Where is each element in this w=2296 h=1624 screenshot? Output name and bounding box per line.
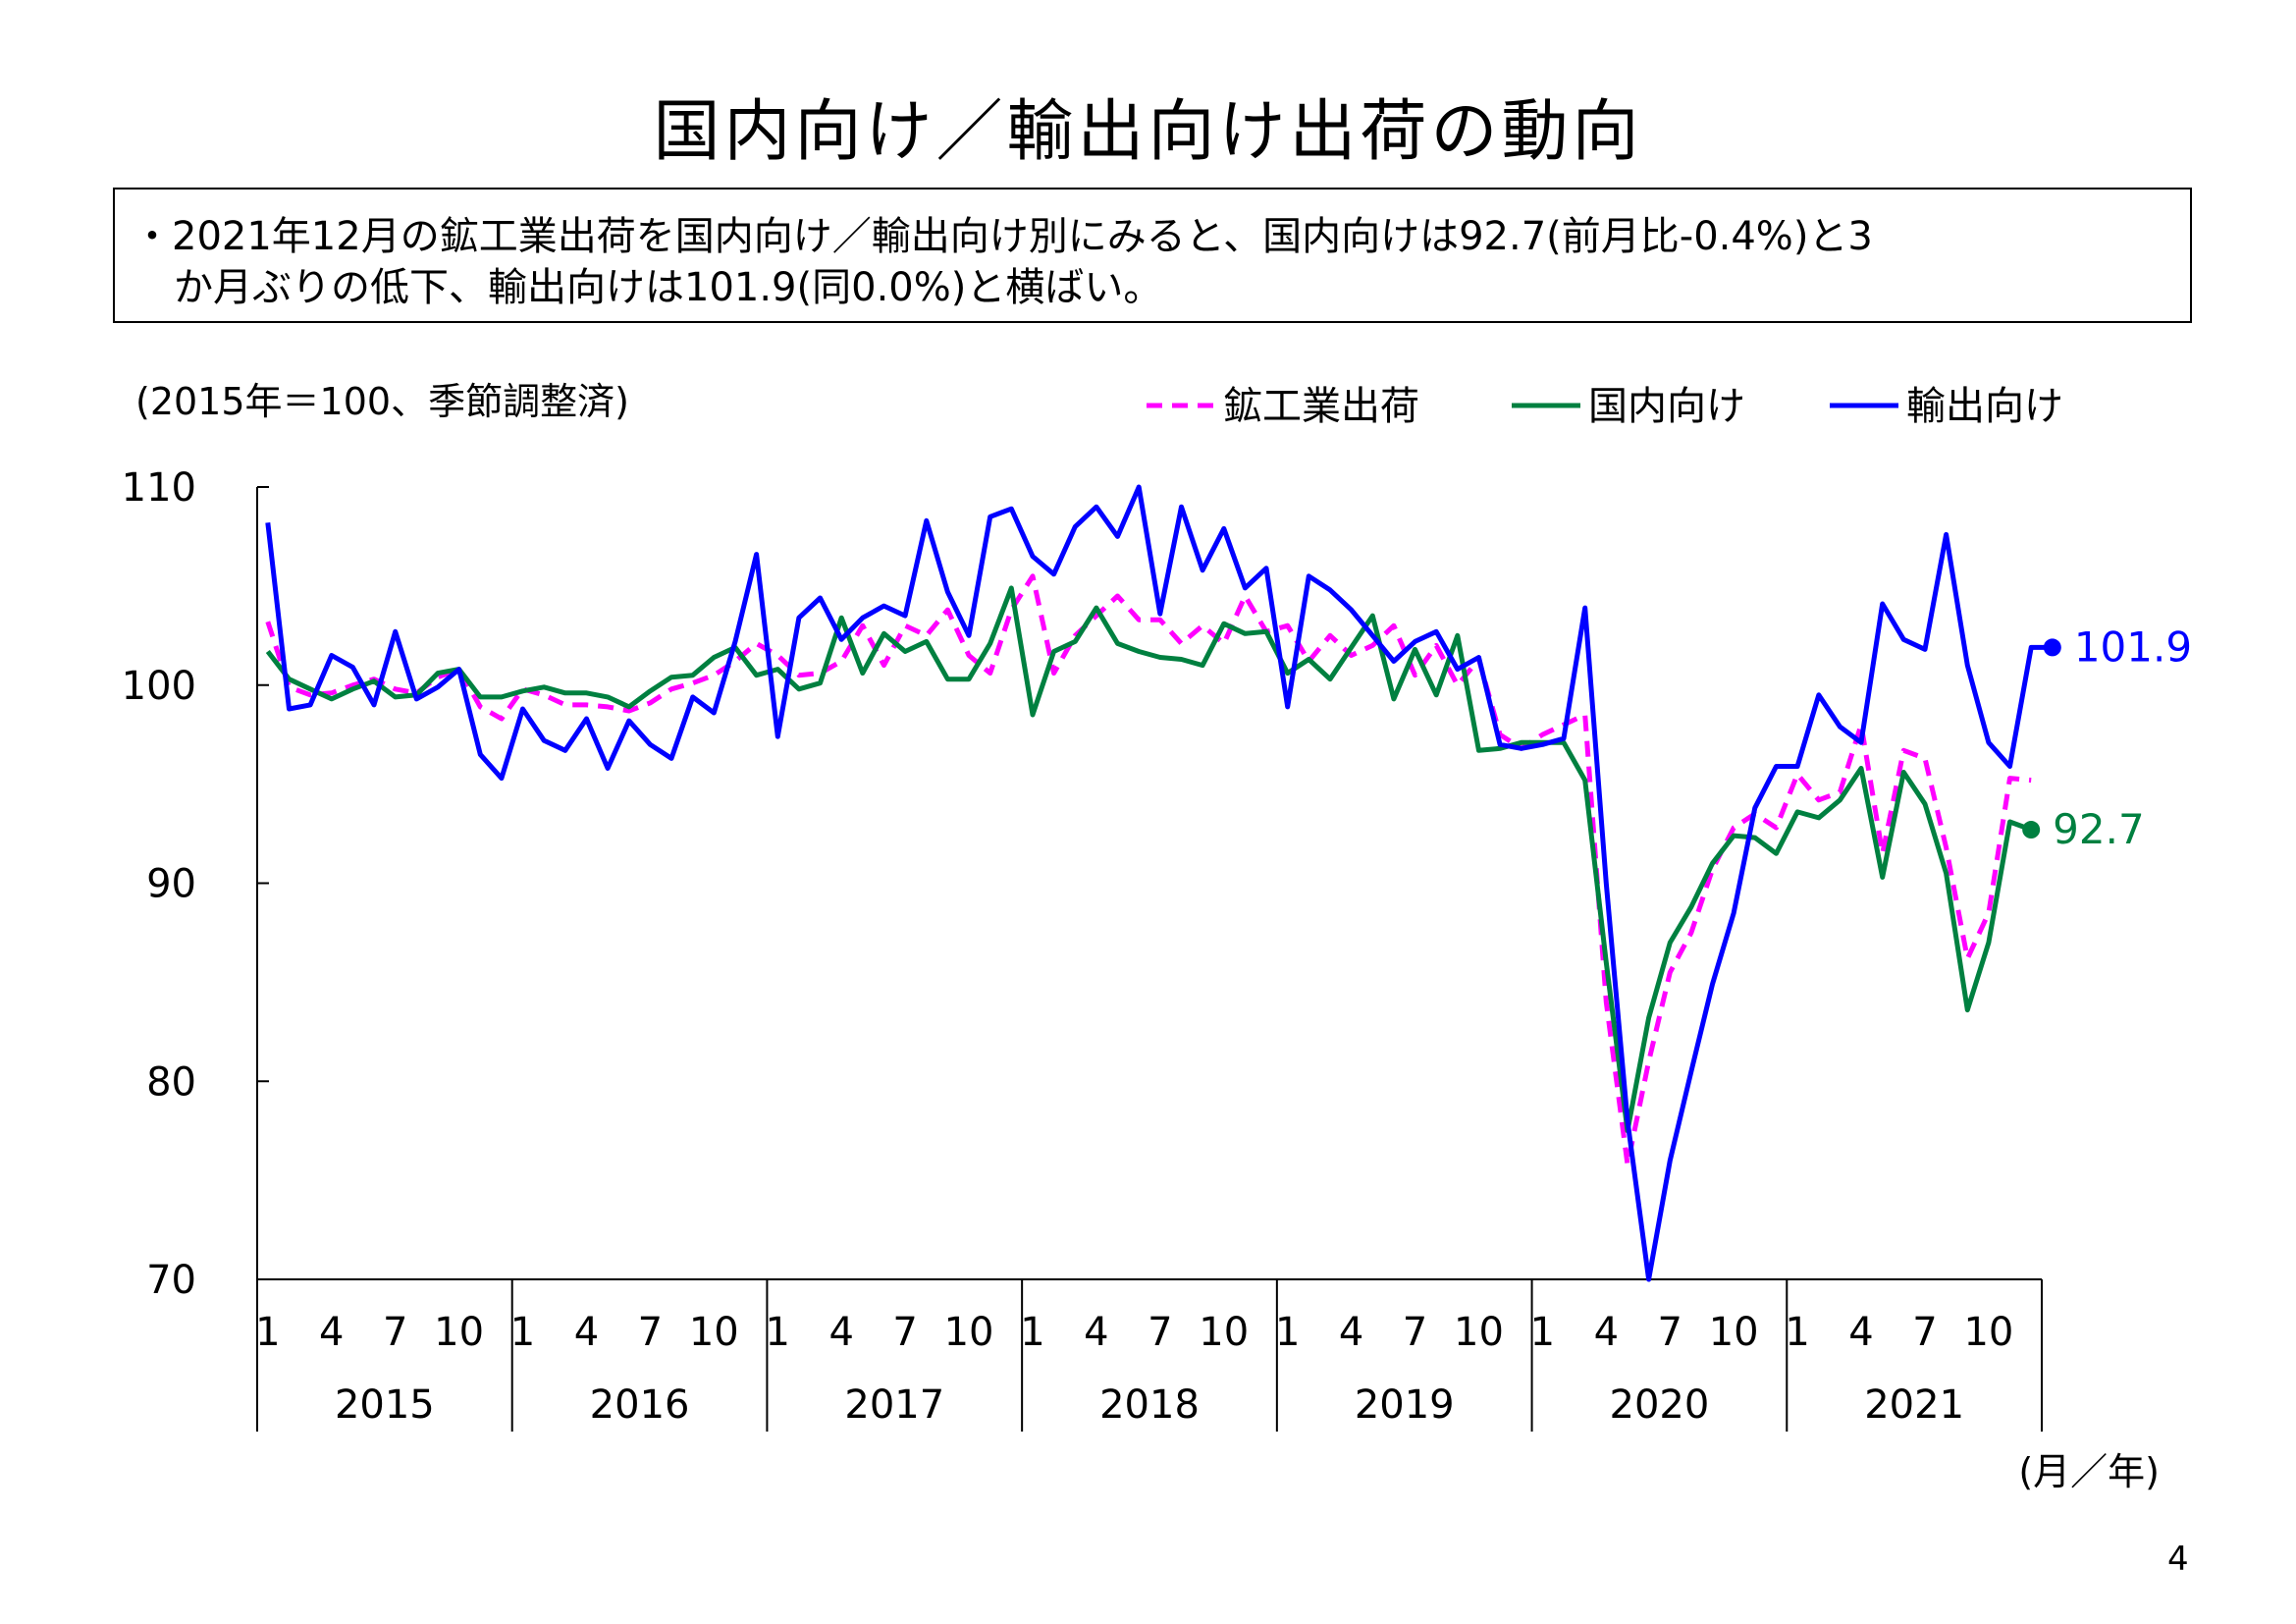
month-tick-label: 1 bbox=[510, 1310, 535, 1355]
y-tick-label: 80 bbox=[146, 1059, 196, 1105]
series-line-0 bbox=[265, 573, 2032, 1167]
month-tick-label: 4 bbox=[828, 1310, 853, 1355]
end-value-label-0: 101.9 bbox=[2074, 623, 2192, 671]
month-tick-label: 10 bbox=[1709, 1310, 1759, 1355]
summary-line-1: ・2021年12月の鉱工業出荷を国内向け／輸出向け別にみると、国内向けは92.7… bbox=[133, 214, 1873, 259]
end-point-marker-1 bbox=[2022, 821, 2041, 839]
year-label: 2015 bbox=[335, 1382, 435, 1428]
end-point-marker-0 bbox=[2043, 638, 2061, 657]
month-tick-label: 10 bbox=[944, 1310, 994, 1355]
month-tick-label: 7 bbox=[638, 1310, 663, 1355]
legend-label-1: 国内向け bbox=[1588, 384, 1745, 429]
month-tick-label: 4 bbox=[1339, 1310, 1363, 1355]
month-tick-label: 10 bbox=[1454, 1310, 1504, 1355]
year-label: 2018 bbox=[1099, 1382, 1200, 1428]
month-tick-label: 7 bbox=[1148, 1310, 1172, 1355]
page-number: 4 bbox=[2167, 1540, 2189, 1579]
year-label: 2017 bbox=[844, 1382, 944, 1428]
month-tick-label: 4 bbox=[1084, 1310, 1108, 1355]
month-tick-label: 4 bbox=[319, 1310, 344, 1355]
y-tick-label: 70 bbox=[146, 1258, 196, 1303]
month-tick-label: 1 bbox=[255, 1310, 280, 1355]
month-tick-label: 7 bbox=[1912, 1310, 1937, 1355]
month-tick-label: 1 bbox=[766, 1310, 790, 1355]
month-tick-label: 10 bbox=[689, 1310, 739, 1355]
month-tick-label: 7 bbox=[892, 1310, 917, 1355]
month-tick-label: 1 bbox=[1020, 1310, 1044, 1355]
legend-label-2: 輸出向け bbox=[1906, 384, 2063, 429]
y-tick-label: 110 bbox=[122, 465, 196, 511]
summary-line-2: か月ぶりの低下、輸出向けは101.9(同0.0%)と横ばい。 bbox=[174, 265, 1163, 310]
month-tick-label: 4 bbox=[1594, 1310, 1619, 1355]
month-tick-label: 7 bbox=[383, 1310, 407, 1355]
y-tick-label: 100 bbox=[122, 664, 196, 709]
year-label: 2020 bbox=[1610, 1382, 1710, 1428]
series-line-1 bbox=[265, 585, 2033, 1134]
month-tick-label: 1 bbox=[1275, 1310, 1300, 1355]
summary-box: ・2021年12月の鉱工業出荷を国内向け／輸出向け別にみると、国内向けは92.7… bbox=[113, 188, 2192, 323]
month-tick-label: 10 bbox=[434, 1310, 484, 1355]
month-tick-label: 4 bbox=[574, 1310, 599, 1355]
month-tick-label: 10 bbox=[1199, 1310, 1249, 1355]
month-tick-label: 10 bbox=[1963, 1310, 2013, 1355]
page-title: 国内向け／輸出向け出荷の動向 bbox=[653, 93, 1643, 171]
x-axis-unit: (月／年) bbox=[2018, 1450, 2160, 1493]
end-value-label-1: 92.7 bbox=[2053, 805, 2145, 853]
year-label: 2016 bbox=[590, 1382, 690, 1428]
series-line-2 bbox=[265, 484, 2053, 1282]
month-tick-label: 1 bbox=[1530, 1310, 1555, 1355]
legend-label-0: 鉱工業出荷 bbox=[1223, 384, 1419, 429]
year-label: 2019 bbox=[1355, 1382, 1455, 1428]
month-tick-label: 7 bbox=[1658, 1310, 1682, 1355]
unit-note: (2015年＝100、季節調整済) bbox=[135, 380, 629, 423]
year-label: 2021 bbox=[1864, 1382, 1964, 1428]
y-tick-label: 90 bbox=[146, 862, 196, 907]
month-tick-label: 7 bbox=[1403, 1310, 1427, 1355]
month-tick-label: 1 bbox=[1785, 1310, 1809, 1355]
month-tick-label: 4 bbox=[1848, 1310, 1873, 1355]
